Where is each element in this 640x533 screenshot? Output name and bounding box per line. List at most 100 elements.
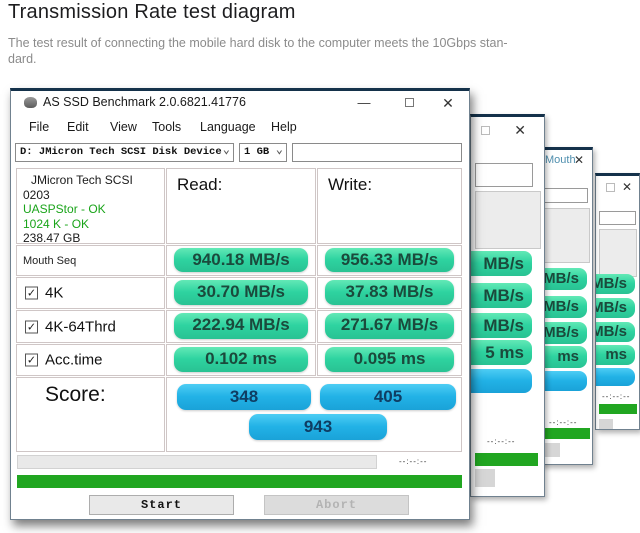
write-header-cell: Write: xyxy=(317,168,462,244)
bg3-value-pill: MB/s xyxy=(541,322,587,344)
status-green-bar xyxy=(17,475,462,488)
bg2-value-pill: MB/s xyxy=(471,313,532,338)
minimize-button[interactable]: — xyxy=(357,95,371,110)
checkbox-4k64[interactable]: ✓ xyxy=(25,320,38,333)
bg4-maximize-icon[interactable] xyxy=(606,183,615,192)
info-alignment-status: 1024 K - OK xyxy=(23,216,90,231)
score-values-cell: 348 405 943 xyxy=(166,377,462,452)
size-select-value: 1 GB xyxy=(244,146,270,158)
bg4-comment-field[interactable] xyxy=(599,211,636,225)
bg4-value-pill: MB/s xyxy=(596,322,635,342)
bg4-close-icon[interactable]: ✕ xyxy=(621,180,632,194)
read-header: Read: xyxy=(177,175,223,194)
menu-item-language[interactable]: Language xyxy=(200,120,256,134)
bg3-value-pill: MB/s xyxy=(541,268,587,290)
device-info-panel: JMicron Tech SCSI 0203 UASPStor - OK 102… xyxy=(16,168,165,245)
page-subtitle-line2: dard. xyxy=(8,52,37,66)
bg3-value-pill: ms xyxy=(541,346,587,368)
score-pill-write: 405 xyxy=(320,384,456,410)
bg3-green-bar xyxy=(544,428,590,439)
check-icon: ✓ xyxy=(26,287,37,300)
bg2-maximize-icon[interactable] xyxy=(481,126,490,135)
app-icon xyxy=(24,97,37,108)
progress-bar xyxy=(17,455,377,469)
close-button[interactable]: ✕ xyxy=(442,95,454,111)
read-value-cell: 0.102 ms xyxy=(166,344,316,376)
info-capacity: 238.47 GB xyxy=(23,231,81,245)
abort-button[interactable]: Abort xyxy=(264,495,409,515)
page-subtitle: The test result of connecting the mobile… xyxy=(8,35,608,67)
maximize-icon xyxy=(404,98,414,107)
checkbox-4k[interactable]: ✓ xyxy=(25,286,38,300)
bg2-score-pill: 5 xyxy=(471,369,532,393)
acctime-write-pill: 0.095 ms xyxy=(325,347,454,372)
4k-read-pill: 30.70 MB/s xyxy=(174,280,308,305)
bg4-value-pill: ms xyxy=(596,345,635,365)
row-label-4k64: 4K-64Thrd xyxy=(45,318,116,335)
start-button[interactable]: Start xyxy=(89,495,234,515)
bg3-button-stub[interactable] xyxy=(544,443,560,457)
info-firmware: 0203 xyxy=(23,187,50,202)
bg3-comment-field[interactable] xyxy=(544,188,588,203)
window-title: AS SSD Benchmark 2.0.6821.41776 xyxy=(43,95,246,109)
bg2-comment-field[interactable] xyxy=(475,163,533,187)
check-icon: ✓ xyxy=(26,354,37,367)
bg2-value-pill: 5 ms xyxy=(471,340,532,365)
write-value-cell: 0.095 ms xyxy=(317,344,462,376)
seq-read-pill: 940.18 MB/s xyxy=(174,248,308,272)
score-label-cell: Score: xyxy=(16,377,165,452)
acctime-read-pill: 0.102 ms xyxy=(174,347,308,372)
4k64-read-pill: 222.94 MB/s xyxy=(174,313,308,339)
bg3-value-pill: MB/s xyxy=(541,296,587,318)
menu-item-view[interactable]: View xyxy=(110,120,137,134)
chevron-down-icon: ⌄ xyxy=(275,143,283,157)
drive-select[interactable]: D: JMicron Tech SCSI Disk Device ⌄ xyxy=(15,143,234,162)
write-header: Write: xyxy=(328,175,373,194)
score-pill-total: 943 xyxy=(249,414,387,440)
row-label-4k: 4K xyxy=(45,284,64,302)
bg3-close-icon[interactable]: ✕ xyxy=(573,153,584,167)
bg4-button-stub[interactable] xyxy=(599,419,613,429)
info-device-name: JMicron Tech SCSI xyxy=(31,173,133,187)
bg3-score-pill: 5 xyxy=(541,371,587,391)
elapsed-time: --:--:-- xyxy=(399,457,428,466)
page-title: Transmission Rate test diagram xyxy=(8,1,296,23)
read-value-cell: 940.18 MB/s xyxy=(166,245,316,276)
row-label-seq: Mouth Seq xyxy=(23,254,77,267)
row-label-cell: ✓ Acc.time xyxy=(16,344,165,376)
bg4-elapsed-time: --:--:-- xyxy=(602,392,631,401)
row-label-cell: Mouth Seq xyxy=(16,245,165,276)
bg3-info-panel xyxy=(544,208,590,263)
bg3-elapsed-time: --:--:-- xyxy=(549,418,578,427)
menu-item-tools[interactable]: Tools xyxy=(152,120,182,134)
titlebar[interactable]: AS SSD Benchmark 2.0.6821.41776 — ✕ xyxy=(11,91,469,115)
checkbox-acctime[interactable]: ✓ xyxy=(25,353,38,367)
score-label: Score: xyxy=(45,383,106,406)
bg4-score-pill xyxy=(596,368,635,386)
read-header-cell: Read: xyxy=(166,168,316,244)
menubar: File Edit View Tools Language Help xyxy=(11,117,469,139)
bg2-button-stub[interactable] xyxy=(475,469,495,487)
background-window-4: ✕ MB/s MB/s MB/s ms --:--:-- xyxy=(595,173,640,430)
background-window-2: ✕ MB/s MB/s MB/s 5 ms 5 --:--:-- xyxy=(470,114,545,497)
bg4-green-bar xyxy=(599,404,637,414)
read-value-cell: 222.94 MB/s xyxy=(166,310,316,343)
size-select[interactable]: 1 GB ⌄ xyxy=(239,143,287,162)
page-subtitle-line1: The test result of connecting the mobile… xyxy=(8,36,508,50)
read-value-cell: 30.70 MB/s xyxy=(166,277,316,309)
bg2-value-pill: MB/s xyxy=(471,283,532,308)
menu-item-edit[interactable]: Edit xyxy=(67,120,89,134)
bg2-elapsed-time: --:--:-- xyxy=(487,437,516,446)
write-value-cell: 37.83 MB/s xyxy=(317,277,462,309)
comment-field[interactable] xyxy=(292,143,462,162)
menu-item-help[interactable]: Help xyxy=(271,120,297,134)
write-value-cell: 271.67 MB/s xyxy=(317,310,462,343)
maximize-button[interactable] xyxy=(394,93,424,113)
menu-item-file[interactable]: File xyxy=(29,120,50,134)
app-window: AS SSD Benchmark 2.0.6821.41776 — ✕ File… xyxy=(10,88,470,520)
bg2-info-panel xyxy=(475,191,541,249)
bg2-close-icon[interactable]: ✕ xyxy=(514,122,526,138)
drive-select-value: D: JMicron Tech SCSI Disk Device xyxy=(20,146,222,158)
write-value-cell: 956.33 MB/s xyxy=(317,245,462,276)
